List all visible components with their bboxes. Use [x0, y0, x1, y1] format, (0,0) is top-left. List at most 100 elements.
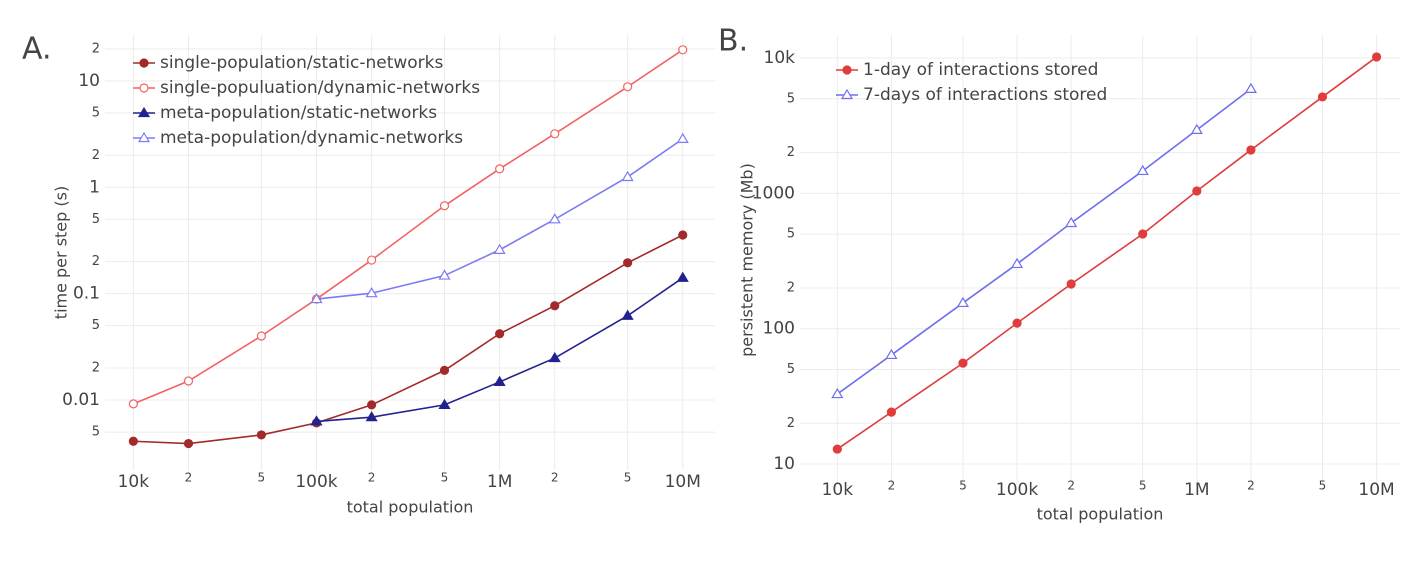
marker: [1012, 318, 1022, 328]
marker: [1011, 257, 1024, 269]
legend-label: 7-days of interactions stored: [863, 85, 1107, 105]
x-tick-label: 10M: [1358, 480, 1394, 500]
marker: [621, 309, 634, 320]
legend-marker: [840, 88, 854, 100]
y-tick-label: 10k: [764, 48, 796, 68]
x-tick-label: 5: [1139, 479, 1147, 493]
x-tick-label: 100k: [295, 472, 337, 492]
marker: [495, 164, 505, 174]
x-tick-label: 1M: [487, 472, 512, 492]
x-tick-label: 100k: [996, 480, 1038, 500]
marker: [256, 331, 266, 341]
x-tick-label: 5: [441, 471, 449, 485]
marker: [886, 407, 897, 417]
y-tick-label: 0.01: [62, 390, 100, 410]
series-line: [133, 49, 684, 405]
x-tick-label: 5: [959, 479, 967, 493]
y-tick-label: 5: [92, 425, 100, 440]
marker: [1317, 92, 1328, 102]
marker: [548, 213, 561, 224]
marker: [438, 269, 451, 280]
marker: [183, 438, 194, 449]
marker: [493, 375, 506, 387]
panel: 10k 2 5 100k 2 5 1M 2 5 10M 10 2 5 100 2 5 1000 2 5 10k B. to…: [718, 24, 1400, 524]
marker: [550, 301, 560, 311]
marker: [1246, 145, 1256, 155]
y-tick-label: 2: [92, 361, 100, 376]
legend-marker: [139, 83, 149, 93]
panel-label: A.: [22, 32, 52, 67]
y-tick-label: 1: [89, 177, 100, 197]
x-tick-label: 2: [1067, 479, 1075, 493]
y-axis-title: time per step (s): [52, 186, 71, 319]
x-tick-label: 5: [258, 471, 266, 485]
x-tick-label: 2: [551, 471, 559, 485]
marker: [493, 243, 506, 254]
x-tick-label: 2: [368, 471, 376, 485]
marker: [1244, 82, 1257, 94]
legend-label: single-populuation/dynamic-networks: [160, 78, 480, 98]
y-tick-label: 2: [92, 254, 100, 269]
marker: [956, 296, 970, 308]
y-tick-label: 10: [78, 71, 100, 91]
x-tick-label: 5: [1319, 479, 1327, 493]
marker: [310, 415, 323, 426]
marker: [676, 132, 689, 143]
marker: [885, 348, 898, 360]
y-tick-label: 0.1: [73, 284, 100, 304]
marker: [678, 45, 688, 55]
marker: [310, 292, 323, 304]
x-tick-label: 10M: [665, 472, 701, 492]
marker: [439, 365, 450, 375]
y-tick-label: 10: [773, 454, 795, 474]
legend-label: meta-population/dynamic-networks: [160, 128, 463, 148]
series-line: [133, 234, 684, 445]
marker: [1371, 52, 1382, 62]
marker: [128, 399, 138, 409]
y-tick-label: 2: [787, 416, 795, 431]
y-tick-label: 2: [787, 280, 795, 295]
marker: [550, 129, 560, 139]
y-tick-label: 5: [92, 212, 100, 227]
y-tick-label: 5: [92, 318, 100, 333]
x-tick-label: 2: [1247, 479, 1255, 493]
y-axis-title: persistent memory (Mb): [738, 163, 757, 357]
marker: [183, 376, 194, 386]
marker: [832, 444, 842, 454]
marker: [623, 82, 633, 92]
marker: [621, 170, 634, 182]
marker: [438, 398, 451, 410]
y-tick-label: 1000: [752, 183, 795, 203]
panel: 10k 2 5 100k 2 5 1M 2 5 10M 5 0.01 2 5 0.1 2 5 1 2 5 10 2 A. to…: [22, 32, 715, 517]
x-tick-label: 2: [888, 479, 896, 493]
x-tick-label: 10k: [118, 472, 150, 492]
y-tick-label: 100: [763, 319, 795, 339]
legend-label: single-population/static-networks: [160, 53, 443, 73]
y-tick-label: 5: [787, 362, 795, 377]
x-tick-label: 2: [185, 471, 193, 485]
marker: [678, 230, 688, 240]
legend-marker: [842, 65, 852, 75]
marker: [495, 329, 505, 339]
marker: [1136, 164, 1149, 176]
marker: [365, 411, 378, 422]
marker: [128, 436, 138, 446]
marker: [1190, 123, 1203, 135]
marker: [958, 358, 968, 368]
y-tick-label: 5: [787, 227, 795, 242]
marker: [365, 287, 378, 298]
x-tick-label: 5: [624, 471, 632, 485]
panel-label: B.: [718, 24, 748, 59]
y-tick-label: 5: [92, 105, 100, 120]
legend-label: 1-day of interactions stored: [863, 60, 1098, 80]
x-tick-label: 10k: [822, 480, 854, 500]
series-line: [836, 88, 1252, 395]
marker: [367, 255, 377, 265]
marker: [1066, 279, 1076, 289]
marker: [676, 271, 689, 282]
y-tick-label: 2: [92, 148, 100, 163]
marker: [548, 351, 561, 363]
x-axis-title: total population: [347, 498, 474, 517]
marker: [1138, 229, 1148, 239]
marker: [256, 430, 266, 440]
